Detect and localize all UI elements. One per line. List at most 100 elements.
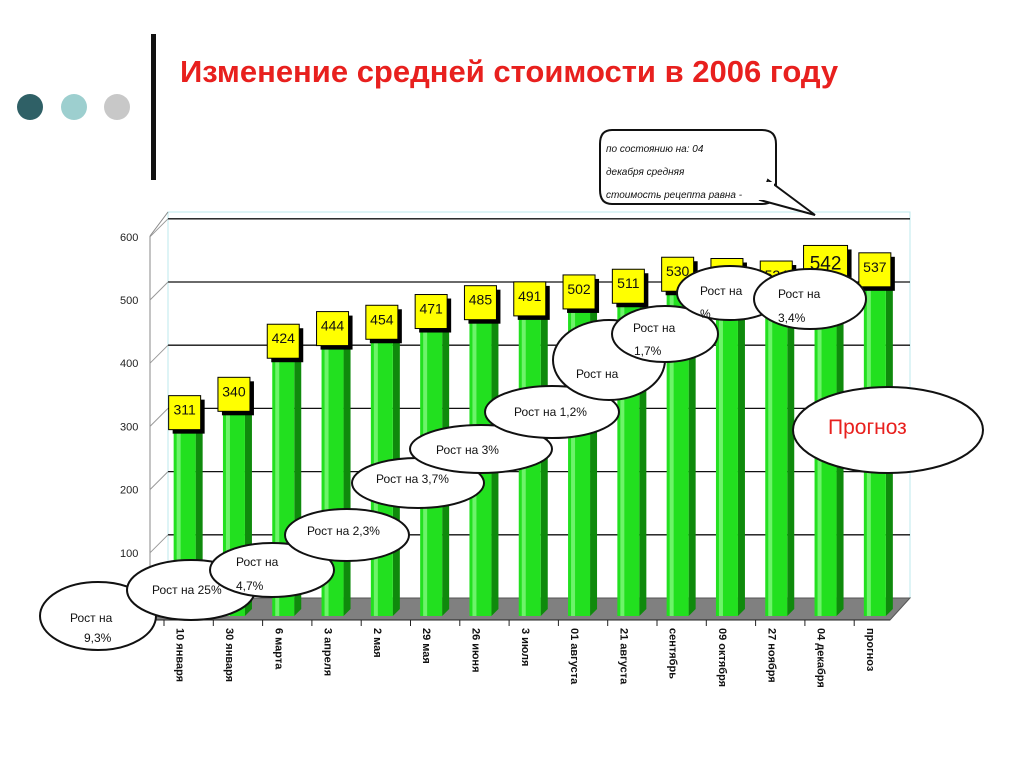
bullet-dot-3 xyxy=(104,94,130,120)
annotation-4: Рост на 2,3% xyxy=(284,508,410,562)
bar-highlight-3 xyxy=(275,348,280,616)
bar-4: 444 xyxy=(316,311,353,616)
callout-line-1: по состоянию на: 04 xyxy=(606,144,704,155)
gridline-depth-400 xyxy=(149,344,169,364)
value-label-10: 511 xyxy=(617,275,640,291)
x-tick-label-11: сентябрь xyxy=(667,628,679,679)
callout-bubble xyxy=(599,129,777,205)
value-label-3: 424 xyxy=(272,330,296,346)
value-label-9: 502 xyxy=(567,281,591,297)
annotation-8-line-1: Рост на xyxy=(576,367,619,381)
annotation-11-line-1: Рост на xyxy=(778,287,821,301)
x-tick-label-13: 27 ноября xyxy=(765,628,777,683)
value-label-6: 471 xyxy=(419,301,443,317)
annotation-11-line-2: 3,4% xyxy=(778,311,806,325)
x-tick-label-15: прогноз xyxy=(864,628,876,672)
annotation-9: Рост на 1,7% xyxy=(611,305,719,363)
value-label-box-7 xyxy=(463,285,497,321)
annotation-1-line-1: Рост на xyxy=(70,611,113,625)
bar-side-12 xyxy=(737,275,745,616)
annotation-3-line-2: 4,7% xyxy=(236,579,264,593)
annotation-10-line-2: % xyxy=(700,307,711,321)
y-tick-label-400: 400 xyxy=(120,358,138,370)
annotation-5-line-1: Рост на 3,7% xyxy=(376,472,449,486)
bar-highlight-10 xyxy=(620,293,625,616)
y-tick-label-100: 100 xyxy=(120,548,138,560)
value-label-box-4 xyxy=(316,311,350,347)
value-label-7: 485 xyxy=(469,292,493,308)
title-divider xyxy=(151,34,156,180)
y-tick-label-500: 500 xyxy=(120,295,138,307)
value-label-2: 340 xyxy=(222,383,246,399)
callout-line-2: декабря средняя xyxy=(606,166,685,178)
value-label-box-3 xyxy=(266,323,300,359)
value-label-box-10 xyxy=(611,268,645,304)
gridline-depth-600 xyxy=(149,218,169,238)
annotation-4-line-1: Рост на 2,3% xyxy=(307,524,380,538)
value-label-box-9 xyxy=(562,274,596,310)
value-label-box-6 xyxy=(414,294,448,330)
value-label-4: 444 xyxy=(321,318,345,334)
value-label-box-5 xyxy=(365,304,399,340)
page-title: Изменение средней стоимости в 2006 году xyxy=(180,54,839,89)
gridline-depth-300 xyxy=(149,408,169,427)
value-label-11: 530 xyxy=(666,263,690,279)
x-tick-label-3: 6 марта xyxy=(272,628,284,670)
bar-highlight-12 xyxy=(718,282,723,616)
forecast-annotation: Прогноз xyxy=(792,386,984,474)
y-axis-depth xyxy=(149,211,169,237)
bar-highlight-2 xyxy=(225,401,230,616)
x-tick-label-4: 3 апреля xyxy=(322,628,334,676)
annotation-6: Рост на 3% xyxy=(409,424,553,474)
value-label-8: 491 xyxy=(518,288,542,304)
annotation-1-line-2: 9,3% xyxy=(84,631,112,645)
forecast-label: Прогноз xyxy=(828,416,907,439)
gridline-depth-500 xyxy=(149,281,169,301)
bullet-dot-1 xyxy=(17,94,43,120)
x-tick-label-6: 29 мая xyxy=(420,628,432,664)
annotation-11: Рост на 3,4% xyxy=(753,268,867,330)
x-tick-label-5: 2 мая xyxy=(371,628,383,658)
annotation-10-line-1: Рост на xyxy=(700,284,743,298)
x-tick-label-14: 04 декабря xyxy=(815,628,827,688)
annotation-2-line-1: Рост на 25% xyxy=(152,583,222,597)
annotation-7-line-1: Рост на 1,2% xyxy=(514,405,587,419)
annotation-1: Рост на 9,3% xyxy=(39,581,157,651)
value-label-5: 454 xyxy=(370,311,394,327)
gridline-depth-100 xyxy=(149,534,169,554)
annotation-9-line-2: 1,7% xyxy=(634,344,662,358)
value-label-box-2 xyxy=(217,376,251,412)
bar-highlight-9 xyxy=(571,298,576,616)
x-tick-label-10: 21 августа xyxy=(617,628,629,685)
bar-side-4 xyxy=(343,328,351,616)
value-label-15: 537 xyxy=(863,259,887,275)
y-tick-label-200: 200 xyxy=(120,485,138,497)
x-tick-label-2: 30 января xyxy=(223,628,235,682)
y-tick-label-600: 600 xyxy=(120,232,138,244)
bullet-dot-2 xyxy=(61,94,87,120)
annotation-3-line-1: Рост на xyxy=(236,555,279,569)
annotation-6-line-1: Рост на 3% xyxy=(436,443,499,457)
x-tick-label-7: 26 июня xyxy=(469,628,481,673)
annotation-9-line-1: Рост на xyxy=(633,321,676,335)
bar-highlight-4 xyxy=(324,335,329,616)
value-label-box-1 xyxy=(168,395,202,431)
bar-highlight-13 xyxy=(768,284,773,616)
annotation-7: Рост на 1,2% xyxy=(484,385,620,439)
callout-line-3: стоимость рецепта равна - xyxy=(606,190,743,201)
x-tick-label-1: 10 января xyxy=(174,628,186,682)
gridline-depth-200 xyxy=(149,471,169,490)
annotation-3: Рост на 4,7% xyxy=(209,542,335,598)
value-label-1: 311 xyxy=(173,402,196,418)
bar-side-13 xyxy=(787,277,795,616)
x-tick-label-12: 09 октября xyxy=(716,628,728,687)
value-label-box-15 xyxy=(858,252,892,288)
bar-highlight-11 xyxy=(669,281,674,616)
december-callout: по состоянию на: 04 декабря средняя стои… xyxy=(599,129,816,216)
x-tick-label-9: 01 августа xyxy=(568,628,580,685)
bar-highlight-1 xyxy=(176,419,181,616)
y-tick-label-300: 300 xyxy=(120,421,138,433)
value-label-box-8 xyxy=(513,281,547,317)
x-tick-label-8: 3 июля xyxy=(519,628,531,666)
